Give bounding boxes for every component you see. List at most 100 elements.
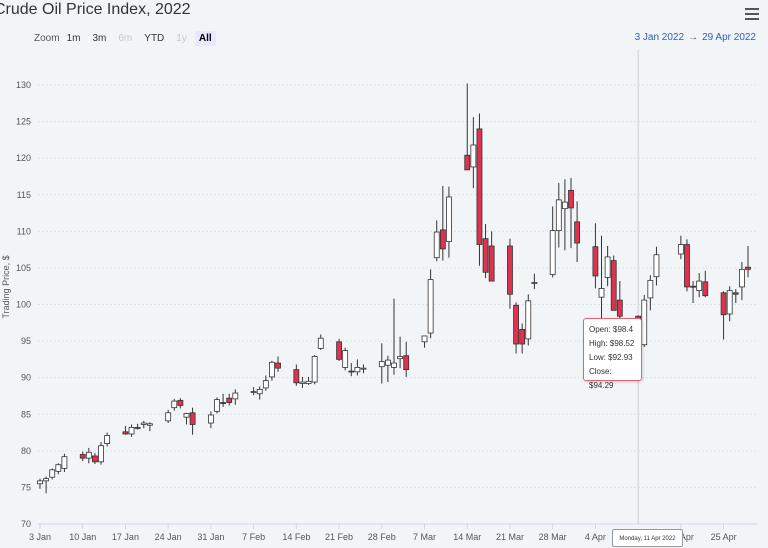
x-tick-label: 3 Jan bbox=[29, 532, 51, 542]
candle-body bbox=[177, 399, 184, 406]
candle-body bbox=[696, 280, 703, 291]
zoom-bar: Zoom 1m 3m 6m YTD 1y All bbox=[34, 31, 220, 46]
candle-body bbox=[482, 238, 489, 273]
y-tick-label: 85 bbox=[21, 409, 31, 419]
candle-body bbox=[275, 362, 281, 369]
candle-body bbox=[43, 478, 50, 482]
candle-body bbox=[360, 367, 367, 370]
x-tick-label: 10 Jan bbox=[69, 532, 96, 542]
x-tick-label: 28 Feb bbox=[368, 532, 396, 542]
candle-body bbox=[592, 246, 599, 277]
candle-body bbox=[732, 292, 739, 295]
zoom-6m-button[interactable]: 6m bbox=[118, 33, 133, 44]
candle-body bbox=[122, 431, 129, 435]
candle-body bbox=[128, 427, 135, 435]
y-tick-label: 105 bbox=[16, 263, 31, 273]
candle-body bbox=[146, 423, 153, 426]
candle-body bbox=[378, 361, 385, 368]
candle-body bbox=[403, 355, 410, 371]
candle-body bbox=[262, 380, 269, 389]
tooltip-close: Close: $94.29 bbox=[589, 367, 614, 390]
candle-body bbox=[384, 359, 391, 366]
range-to-input[interactable]: 29 Apr 2022 bbox=[702, 32, 756, 43]
date-range-selector: 3 Jan 2022 → 29 Apr 2022 bbox=[635, 32, 756, 43]
candle-body bbox=[37, 480, 43, 485]
candle-body bbox=[421, 335, 428, 343]
zoom-3m-button[interactable]: 3m bbox=[92, 33, 107, 44]
candle-body bbox=[427, 279, 434, 334]
candle-body bbox=[207, 414, 214, 424]
candle-body bbox=[336, 341, 342, 360]
candle-body bbox=[641, 299, 648, 346]
candle-body bbox=[85, 451, 92, 459]
candle-body bbox=[214, 399, 220, 412]
candle-body bbox=[348, 370, 355, 373]
candle-body bbox=[488, 245, 495, 282]
zoom-ytd-button[interactable]: YTD bbox=[144, 33, 165, 44]
candle-body bbox=[256, 388, 263, 395]
x-tick-label: 14 Feb bbox=[282, 532, 310, 542]
candle-body bbox=[525, 300, 532, 340]
y-tick-label: 110 bbox=[17, 226, 31, 236]
candle-body bbox=[439, 229, 446, 250]
candle-body bbox=[104, 435, 111, 444]
x-tick-label: 14 Mar bbox=[453, 532, 481, 542]
candle-body bbox=[568, 189, 574, 209]
candle-body bbox=[476, 128, 483, 245]
x-tick-label: 17 Jan bbox=[112, 532, 139, 542]
candle-body bbox=[446, 196, 452, 242]
candle-body bbox=[49, 469, 56, 478]
candle-body bbox=[604, 256, 611, 278]
candle-body bbox=[397, 356, 404, 360]
candle-body bbox=[720, 292, 727, 316]
candle-body bbox=[745, 266, 751, 270]
zoom-all-button[interactable]: All bbox=[194, 31, 216, 46]
candle-body bbox=[226, 397, 233, 403]
y-tick-label: 130 bbox=[16, 80, 31, 90]
hamburger-menu-icon[interactable] bbox=[745, 8, 759, 21]
y-tick-label: 115 bbox=[17, 190, 31, 200]
candle-body bbox=[354, 367, 361, 373]
x-tick-label: 28 Mar bbox=[539, 532, 567, 542]
candle-body bbox=[519, 328, 526, 345]
candle-body bbox=[171, 400, 178, 409]
candle-body bbox=[183, 413, 190, 418]
candle-body bbox=[189, 412, 196, 425]
x-tick-label: 31 Jan bbox=[197, 532, 224, 542]
range-arrow: → bbox=[688, 32, 699, 43]
y-tick-label: 100 bbox=[16, 300, 31, 310]
candle-body bbox=[513, 304, 519, 345]
candle-body bbox=[726, 290, 733, 315]
candle-body bbox=[311, 356, 318, 383]
y-tick-label: 70 bbox=[21, 519, 31, 529]
tooltip-open: Open: $98.4 bbox=[589, 325, 634, 334]
tooltip-low: Low: $92.93 bbox=[589, 353, 633, 362]
candle-body bbox=[433, 231, 440, 259]
x-tick-label: 21 Feb bbox=[325, 532, 353, 542]
candle-body bbox=[653, 254, 660, 278]
candle-body bbox=[574, 221, 581, 244]
candle-body bbox=[555, 199, 562, 232]
candle-body bbox=[391, 362, 397, 368]
candle-body bbox=[470, 144, 477, 168]
candle-body bbox=[61, 456, 68, 469]
candle-body bbox=[684, 244, 690, 288]
candle-body bbox=[531, 282, 538, 284]
candle-body bbox=[317, 337, 324, 349]
y-tick-label: 75 bbox=[21, 482, 31, 492]
candle-body bbox=[165, 412, 172, 422]
zoom-1y-button[interactable]: 1y bbox=[176, 33, 187, 44]
x-tick-label: 7 Mar bbox=[413, 532, 436, 542]
zoom-1m-button[interactable]: 1m bbox=[66, 33, 81, 44]
candle-body bbox=[140, 422, 147, 425]
candle-body bbox=[92, 455, 98, 463]
y-tick-label: 80 bbox=[21, 446, 31, 456]
candle-body bbox=[616, 299, 623, 317]
candle-body bbox=[342, 350, 349, 368]
candle-body bbox=[79, 454, 86, 459]
candle-body bbox=[464, 154, 471, 171]
y-tick-label: 120 bbox=[16, 153, 31, 163]
range-from-input[interactable]: 3 Jan 2022 bbox=[634, 32, 685, 43]
candle-body bbox=[269, 361, 275, 378]
